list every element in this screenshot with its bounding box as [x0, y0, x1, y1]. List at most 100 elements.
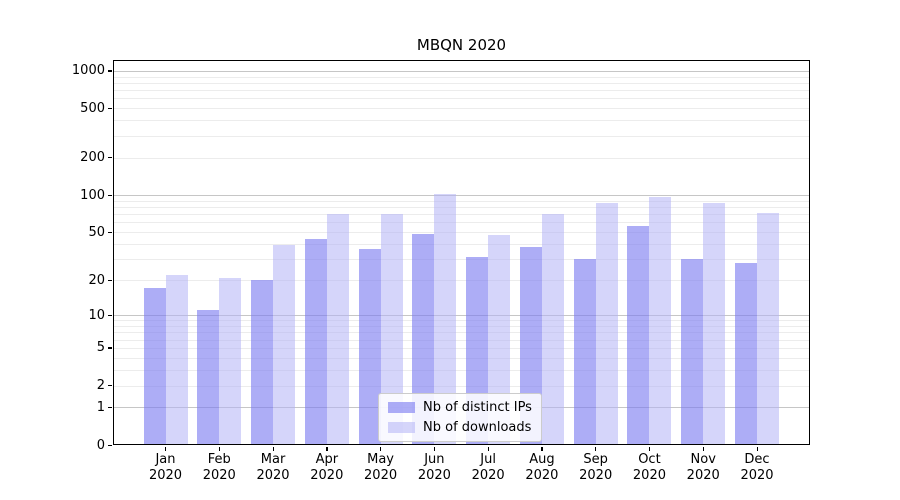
bar-ips-dec-2020: [735, 262, 757, 445]
x-tick-label: Oct 2020: [619, 452, 679, 484]
y-tick: [108, 194, 112, 196]
x-tick-month: May: [367, 452, 395, 467]
x-tick: [487, 446, 489, 451]
y-tick: [108, 347, 112, 349]
x-tick-month: Jan: [155, 452, 176, 467]
x-tick-label: Aug 2020: [512, 452, 572, 484]
minor-gridline: [113, 98, 810, 100]
y-tick-label: 100: [80, 187, 105, 203]
y-tick: [108, 70, 112, 72]
minor-gridline: [113, 108, 810, 110]
x-tick-month: Jul: [480, 452, 496, 467]
bar-downloads-jul-2020: [488, 235, 511, 445]
x-tick-label: Nov 2020: [673, 452, 733, 484]
bar-ips-mar-2020: [251, 280, 274, 445]
plot-area: Nb of distinct IPs Nb of downloads: [113, 60, 810, 445]
x-tick-year: 2020: [148, 468, 183, 483]
legend-row: Nb of distinct IPs: [388, 400, 532, 415]
x-tick-label: Mar 2020: [243, 452, 303, 484]
x-tick: [272, 446, 274, 451]
legend-swatch: [388, 422, 415, 433]
x-tick-label: Jan 2020: [136, 452, 196, 484]
bar-downloads-feb-2020: [219, 277, 242, 445]
major-gridline: [113, 70, 810, 72]
y-tick-label: 1: [96, 399, 105, 415]
y-tick: [108, 231, 112, 233]
x-tick-year: 2020: [686, 468, 720, 483]
x-tick-year: 2020: [579, 468, 613, 483]
bar-ips-jan-2020: [143, 288, 166, 445]
x-tick-year: 2020: [471, 468, 505, 483]
y-tick-label: 5: [96, 340, 105, 356]
x-tick: [326, 446, 328, 451]
bar-downloads-jun-2020: [434, 193, 457, 445]
bar-downloads-apr-2020: [326, 214, 349, 445]
minor-gridline: [113, 357, 810, 359]
minor-gridline: [113, 222, 810, 224]
x-tick: [756, 446, 758, 451]
x-tick-month: Feb: [207, 452, 231, 467]
x-tick: [702, 446, 704, 451]
x-tick: [380, 446, 382, 451]
x-tick-year: 2020: [525, 468, 559, 483]
minor-gridline: [113, 76, 810, 78]
legend: Nb of distinct IPs Nb of downloads: [378, 393, 542, 442]
x-tick-year: 2020: [632, 468, 666, 483]
minor-gridline: [113, 326, 810, 327]
x-tick-label: Jul 2020: [458, 452, 518, 484]
x-tick-label: Feb 2020: [189, 452, 249, 484]
bar-ips-sep-2020: [573, 259, 596, 445]
x-tick-label: Dec 2020: [727, 452, 787, 484]
minor-gridline: [113, 385, 810, 387]
bar-ips-may-2020: [358, 249, 381, 445]
bar-ips-feb-2020: [197, 310, 220, 445]
x-tick-month: Nov: [690, 452, 716, 467]
y-tick: [108, 314, 112, 316]
minor-gridline: [113, 243, 810, 245]
y-tick-label: 1000: [71, 63, 105, 79]
x-tick-month: Dec: [744, 452, 770, 467]
y-tick: [108, 444, 112, 446]
x-tick: [541, 446, 543, 451]
minor-gridline: [113, 339, 810, 341]
x-tick-label: May 2020: [351, 452, 411, 484]
minor-gridline: [113, 200, 810, 202]
x-tick-year: 2020: [364, 468, 398, 483]
y-tick-label: 20: [88, 272, 105, 288]
bar-downloads-nov-2020: [703, 203, 726, 445]
bar-ips-jun-2020: [412, 234, 435, 445]
x-tick-month: Mar: [260, 452, 286, 467]
x-tick-year: 2020: [310, 468, 344, 483]
minor-gridline: [113, 320, 810, 322]
minor-gridline: [113, 207, 810, 208]
minor-gridline: [113, 259, 810, 261]
x-tick-month: Aug: [529, 452, 555, 467]
y-tick: [108, 107, 112, 110]
x-tick-label: Sep 2020: [566, 452, 626, 484]
legend-label: Nb of downloads: [423, 420, 532, 435]
minor-gridline: [113, 369, 810, 371]
bar-downloads-mar-2020: [273, 245, 296, 445]
minor-gridline: [113, 232, 810, 234]
y-tick-label: 500: [80, 100, 105, 116]
x-tick: [595, 446, 597, 451]
y-tick: [108, 406, 112, 409]
legend-row: Nb of downloads: [388, 420, 532, 435]
y-tick-label: 200: [80, 150, 105, 166]
x-tick: [648, 446, 651, 451]
x-tick: [218, 446, 220, 451]
x-tick-month: Oct: [638, 452, 661, 467]
bar-layer: [113, 60, 810, 445]
bar-ips-nov-2020: [681, 259, 704, 445]
x-tick: [165, 446, 167, 451]
minor-gridline: [113, 347, 810, 349]
y-tick: [108, 385, 112, 387]
bar-downloads-may-2020: [380, 214, 403, 445]
bar-ips-apr-2020: [304, 238, 327, 445]
minor-gridline: [113, 214, 810, 216]
x-tick-year: 2020: [417, 468, 451, 483]
legend-swatch: [388, 402, 415, 413]
minor-gridline: [113, 332, 810, 334]
bar-downloads-oct-2020: [649, 196, 672, 445]
